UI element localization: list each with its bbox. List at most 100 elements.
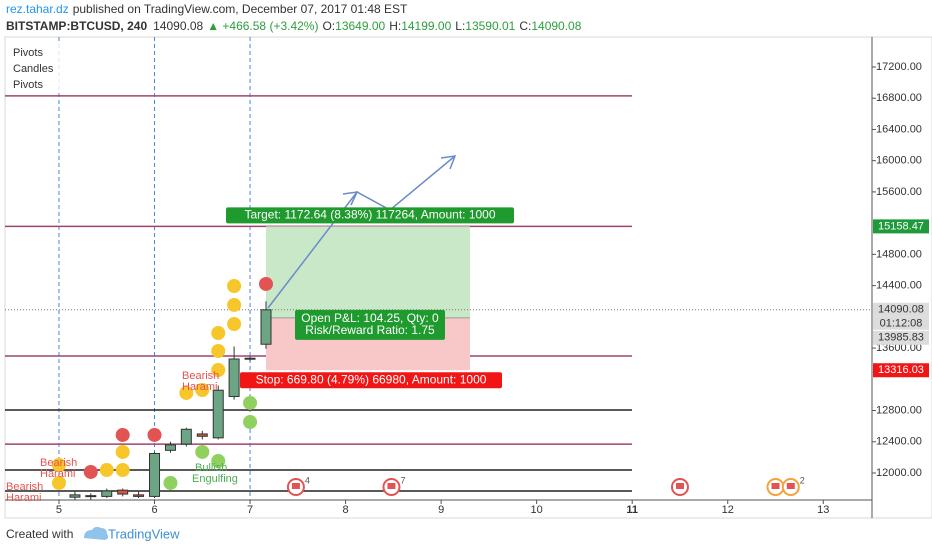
x-tick-label: 10 bbox=[531, 504, 543, 516]
x-tick-label: 6 bbox=[151, 504, 157, 516]
indicator-dot bbox=[115, 463, 130, 478]
y-tick-label: 15600.00 bbox=[876, 186, 922, 198]
indicator-dot bbox=[195, 382, 210, 397]
price-label-box bbox=[873, 302, 929, 317]
indicator-dot bbox=[227, 278, 242, 293]
x-tick-label: 5 bbox=[56, 504, 62, 516]
author[interactable]: rez.tahar.dz bbox=[6, 2, 69, 16]
event-flag bbox=[387, 483, 396, 489]
candle-body bbox=[69, 494, 81, 498]
indicator-dot bbox=[211, 343, 226, 358]
indicator-dot bbox=[163, 475, 178, 490]
event-flag bbox=[786, 483, 795, 489]
last: 14090.08 bbox=[153, 19, 203, 33]
price-label-box bbox=[873, 330, 929, 345]
label-box bbox=[226, 207, 514, 224]
countdown: 01:12:08 bbox=[880, 318, 923, 330]
x-tick-label: 9 bbox=[438, 504, 444, 516]
indicator-dot bbox=[99, 463, 114, 478]
candle-body bbox=[212, 389, 224, 439]
legend-item[interactable]: Pivots bbox=[13, 47, 43, 59]
indicator-dot bbox=[115, 427, 130, 442]
ohlc-key: H: bbox=[389, 19, 401, 33]
pattern-label: Bearish bbox=[40, 457, 77, 469]
y-tick-label: 13600.00 bbox=[876, 342, 922, 354]
position-label: Stop: 669.80 (4.79%) 66980, Amount: 1000 bbox=[256, 372, 487, 386]
indicator-dot bbox=[227, 297, 242, 312]
pattern-label: Bullish bbox=[195, 462, 227, 474]
pattern-label: Engulfing bbox=[192, 473, 238, 485]
pattern-label: Harami bbox=[182, 381, 217, 393]
candle-body bbox=[149, 452, 161, 497]
event-flag bbox=[675, 483, 684, 489]
y-tick-label: 12000.00 bbox=[876, 467, 922, 479]
position-label: Risk/Reward Ratio: 1.75 bbox=[305, 323, 435, 337]
event-count: 2 bbox=[800, 475, 805, 485]
ohlc-value: 13649.00 bbox=[335, 19, 385, 33]
header-line: rez.tahar.dz published on TradingView.com… bbox=[6, 2, 408, 16]
logo bbox=[84, 526, 109, 540]
legend-item[interactable]: Candles bbox=[13, 63, 54, 75]
arrow-head bbox=[342, 191, 359, 206]
candle-body bbox=[260, 309, 272, 345]
pattern-label: Bearish bbox=[6, 481, 43, 493]
y-tick-label: 12400.00 bbox=[876, 436, 922, 448]
indicator-dot bbox=[211, 453, 226, 468]
indicator-dot bbox=[243, 415, 258, 430]
price-label: 13985.83 bbox=[878, 332, 924, 344]
indicator-dot bbox=[211, 363, 226, 378]
indicator-dot bbox=[243, 395, 258, 410]
indicator-dot bbox=[227, 317, 242, 332]
indicator-dot bbox=[179, 385, 194, 400]
candle-body bbox=[85, 495, 97, 498]
pattern-label: Bearish bbox=[182, 370, 219, 382]
event-flag bbox=[291, 483, 300, 489]
footer-created: Created with bbox=[6, 527, 73, 541]
indicator-dot bbox=[83, 464, 98, 479]
countdown-box bbox=[873, 316, 929, 330]
price-label: 14090.08 bbox=[878, 304, 924, 316]
position-label: Target: 1172.64 (8.38%) 117264, Amount: … bbox=[244, 208, 495, 222]
pattern-label: Harami bbox=[6, 492, 41, 504]
change: ▲ +466.58 (+3.42%) bbox=[207, 19, 318, 33]
x-tick-label: 11 bbox=[626, 504, 638, 516]
indicator-dot bbox=[211, 325, 226, 340]
y-tick-label: 14800.00 bbox=[876, 248, 922, 260]
y-tick-label: 14400.00 bbox=[876, 280, 922, 292]
legend-item[interactable]: Pivots bbox=[13, 79, 43, 91]
footer-brand[interactable]: TradingView bbox=[108, 526, 180, 541]
x-tick-label: 8 bbox=[343, 504, 349, 516]
price-label: 13316.03 bbox=[878, 364, 924, 376]
indicator-dot bbox=[51, 458, 66, 473]
indicator-dot bbox=[259, 276, 274, 291]
event-flag bbox=[771, 483, 780, 489]
ohlc-key: C: bbox=[519, 19, 531, 33]
symbol: BITSTAMP:BTCUSD, 240 bbox=[6, 19, 147, 33]
price-label: 15158.47 bbox=[878, 220, 924, 232]
candle-body bbox=[228, 358, 240, 397]
x-tick-label: 13 bbox=[817, 504, 829, 516]
frame bbox=[4, 36, 932, 519]
position-label: Open P&L: 104.25, Qty: 0 bbox=[301, 311, 439, 325]
y-tick-label: 17200.00 bbox=[876, 61, 922, 73]
indicator-dot bbox=[115, 444, 130, 459]
forecast-arrow bbox=[267, 155, 456, 309]
candle-body bbox=[101, 490, 113, 497]
candle-body bbox=[244, 357, 256, 360]
published: published on TradingView.com, December 0… bbox=[73, 2, 408, 16]
x-tick-label: 12 bbox=[722, 504, 734, 516]
ohlc-value: 14199.00 bbox=[401, 19, 451, 33]
candle-body bbox=[196, 433, 208, 437]
y-tick-label: 12800.00 bbox=[876, 404, 922, 416]
x-tick-label: 7 bbox=[247, 504, 253, 516]
candle-body bbox=[133, 494, 145, 497]
event-count: 4 bbox=[305, 475, 310, 485]
price-label-box bbox=[873, 219, 929, 234]
ohlc-key: O: bbox=[322, 19, 335, 33]
y-tick-label: 16000.00 bbox=[876, 155, 922, 167]
y-tick-label: 16800.00 bbox=[876, 92, 922, 104]
candle-body bbox=[180, 428, 192, 445]
ohlc-value: 14090.08 bbox=[531, 19, 581, 33]
y-tick-label: 16400.00 bbox=[876, 123, 922, 135]
